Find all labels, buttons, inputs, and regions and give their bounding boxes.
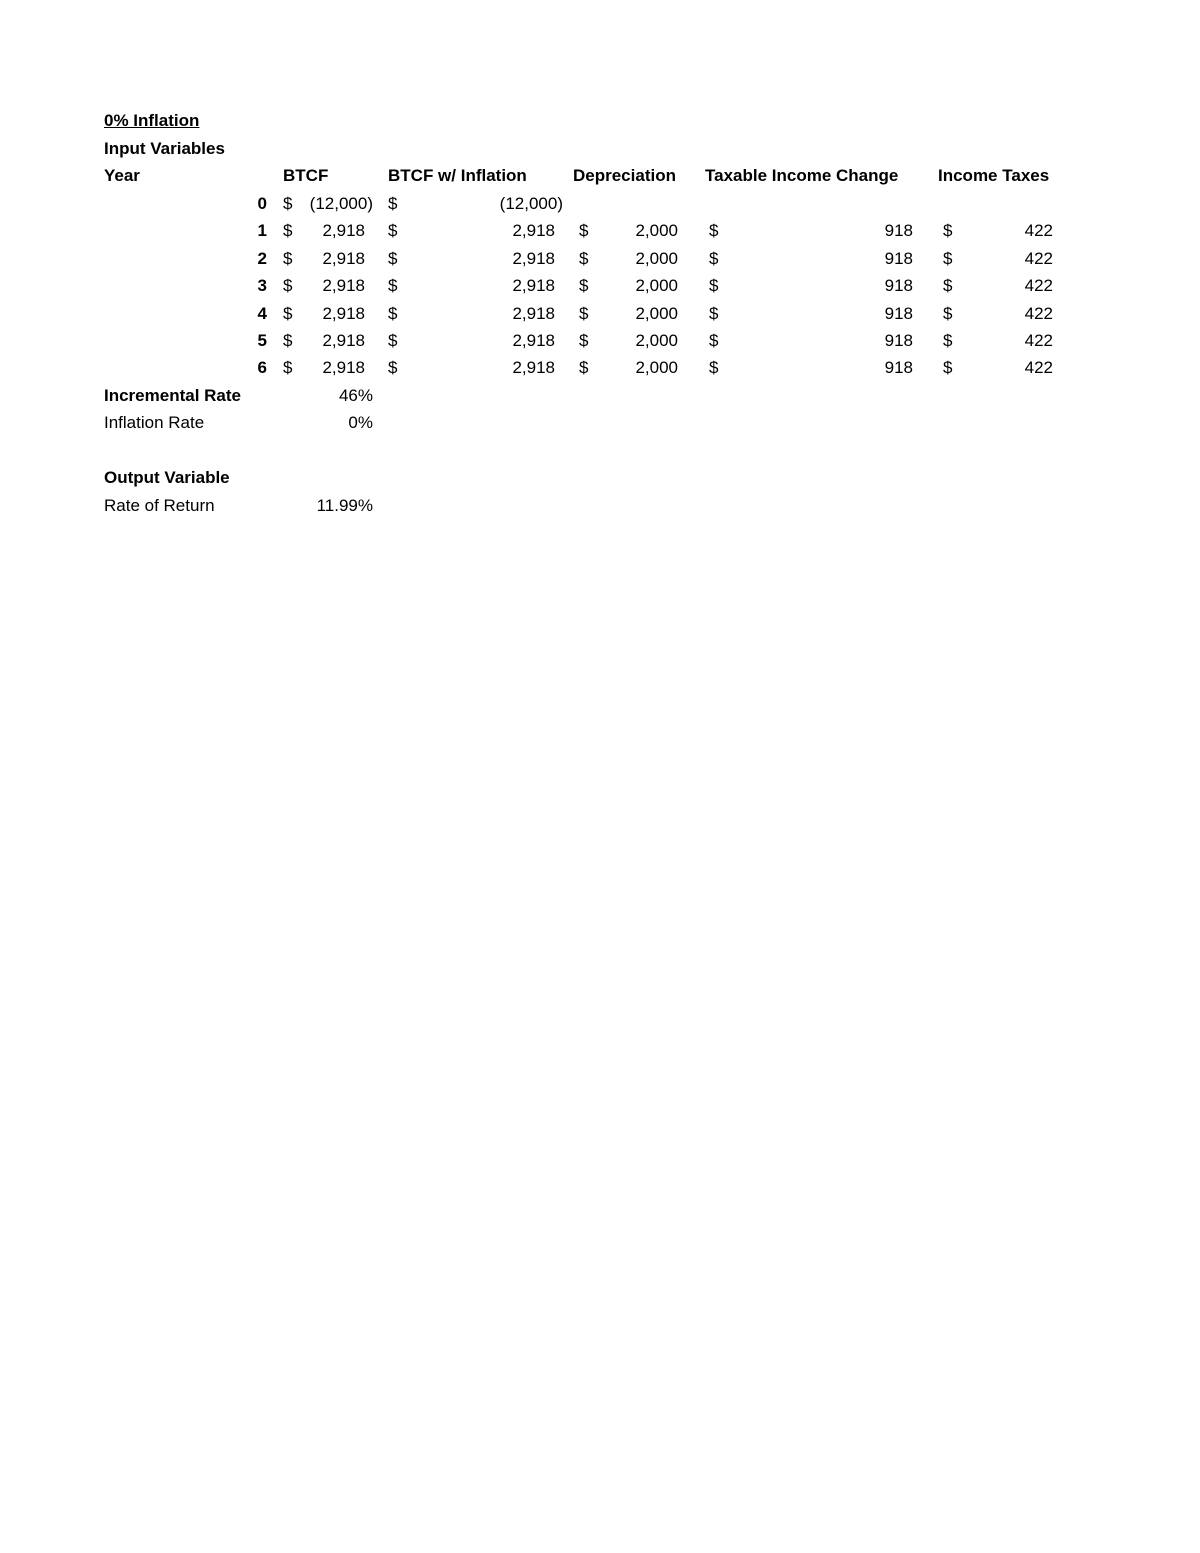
currency-symbol: $	[283, 248, 293, 268]
btcf-cell: 2,918	[322, 358, 365, 378]
btcf-cell: 2,918	[322, 331, 365, 350]
header-taxable-income-change: Taxable Income Change	[705, 166, 899, 185]
btcf-inflation-cell: 2,918	[512, 276, 555, 296]
header-depreciation: Depreciation	[573, 166, 676, 185]
currency-symbol: $	[709, 276, 719, 296]
input-variables-heading: Input Variables	[104, 139, 225, 158]
currency-symbol: $	[709, 248, 719, 268]
currency-symbol: $	[943, 248, 953, 268]
currency-symbol: $	[943, 303, 953, 323]
header-income-taxes: Income Taxes	[938, 166, 1050, 185]
currency-symbol: $	[283, 303, 293, 323]
taxable-income-change-cell: 918	[884, 303, 913, 323]
currency-symbol: $	[283, 331, 293, 350]
rate-of-return-value: 11.99%	[316, 496, 373, 515]
depreciation-cell: 2,000	[635, 303, 678, 323]
currency-symbol: $	[579, 248, 589, 268]
currency-symbol: $	[709, 358, 719, 378]
rate-of-return-label: Rate of Return	[104, 496, 215, 515]
btcf-inflation-cell: (12,000)	[499, 194, 563, 213]
btcf-inflation-cell: 2,918	[512, 248, 555, 268]
currency-symbol: $	[579, 358, 589, 378]
income-taxes-cell: 422	[1024, 358, 1053, 378]
depreciation-cell: 2,000	[635, 331, 678, 350]
currency-symbol: $	[388, 221, 398, 241]
year-cell: 4	[257, 303, 267, 323]
output-variable-heading: Output Variable	[104, 468, 230, 487]
depreciation-cell: 2,000	[635, 358, 678, 378]
currency-symbol: $	[283, 194, 293, 213]
currency-symbol: $	[283, 221, 293, 241]
currency-symbol: $	[943, 221, 953, 241]
btcf-inflation-cell: 2,918	[512, 221, 555, 241]
currency-symbol: $	[943, 331, 953, 350]
sheet-title: 0% Inflation	[104, 111, 200, 130]
income-taxes-cell: 422	[1024, 248, 1053, 268]
taxable-income-change-cell: 918	[884, 331, 913, 350]
header-btcf-inflation: BTCF w/ Inflation	[388, 166, 527, 185]
income-taxes-cell: 422	[1024, 276, 1053, 296]
year-cell: 3	[257, 276, 267, 296]
taxable-income-change-cell: 918	[884, 221, 913, 241]
depreciation-cell: 2,000	[635, 248, 678, 268]
currency-symbol: $	[709, 221, 719, 241]
currency-symbol: $	[388, 276, 398, 296]
taxable-income-change-cell: 918	[884, 276, 913, 296]
btcf-cell: 2,918	[322, 303, 365, 323]
year-cell: 2	[257, 248, 267, 268]
currency-symbol: $	[388, 358, 398, 378]
incremental-rate-value: 46%	[338, 386, 373, 405]
depreciation-cell: 2,000	[635, 221, 678, 241]
currency-symbol: $	[283, 276, 293, 296]
btcf-inflation-cell: 2,918	[512, 303, 555, 323]
incremental-rate-label: Incremental Rate	[104, 386, 241, 405]
btcf-cell: (12,000)	[309, 194, 373, 213]
year-cell: 5	[257, 331, 267, 350]
currency-symbol: $	[943, 358, 953, 378]
currency-symbol: $	[388, 331, 398, 350]
year-cell: 6	[257, 358, 267, 378]
currency-symbol: $	[579, 303, 589, 323]
inflation-rate-label: Inflation Rate	[104, 413, 205, 432]
currency-symbol: $	[943, 276, 953, 296]
income-taxes-cell: 422	[1024, 221, 1053, 241]
depreciation-cell: 2,000	[635, 276, 678, 296]
income-taxes-cell: 422	[1024, 331, 1053, 350]
btcf-inflation-cell: 2,918	[512, 331, 555, 350]
taxable-income-change-cell: 918	[884, 248, 913, 268]
header-btcf: BTCF	[283, 166, 329, 185]
currency-symbol: $	[709, 331, 719, 350]
currency-symbol: $	[388, 194, 398, 213]
currency-symbol: $	[579, 331, 589, 350]
currency-symbol: $	[709, 303, 719, 323]
income-taxes-cell: 422	[1024, 303, 1053, 323]
btcf-inflation-cell: 2,918	[512, 358, 555, 378]
btcf-cell: 2,918	[322, 221, 365, 241]
year-cell: 1	[257, 221, 267, 241]
currency-symbol: $	[388, 303, 398, 323]
currency-symbol: $	[579, 276, 589, 296]
inflation-rate-value: 0%	[348, 413, 373, 432]
year-cell: 0	[257, 194, 267, 213]
currency-symbol: $	[283, 358, 293, 378]
btcf-cell: 2,918	[322, 276, 365, 296]
btcf-cell: 2,918	[322, 248, 365, 268]
currency-symbol: $	[579, 221, 589, 241]
header-year: Year	[104, 166, 140, 185]
taxable-income-change-cell: 918	[884, 358, 913, 378]
currency-symbol: $	[388, 248, 398, 268]
